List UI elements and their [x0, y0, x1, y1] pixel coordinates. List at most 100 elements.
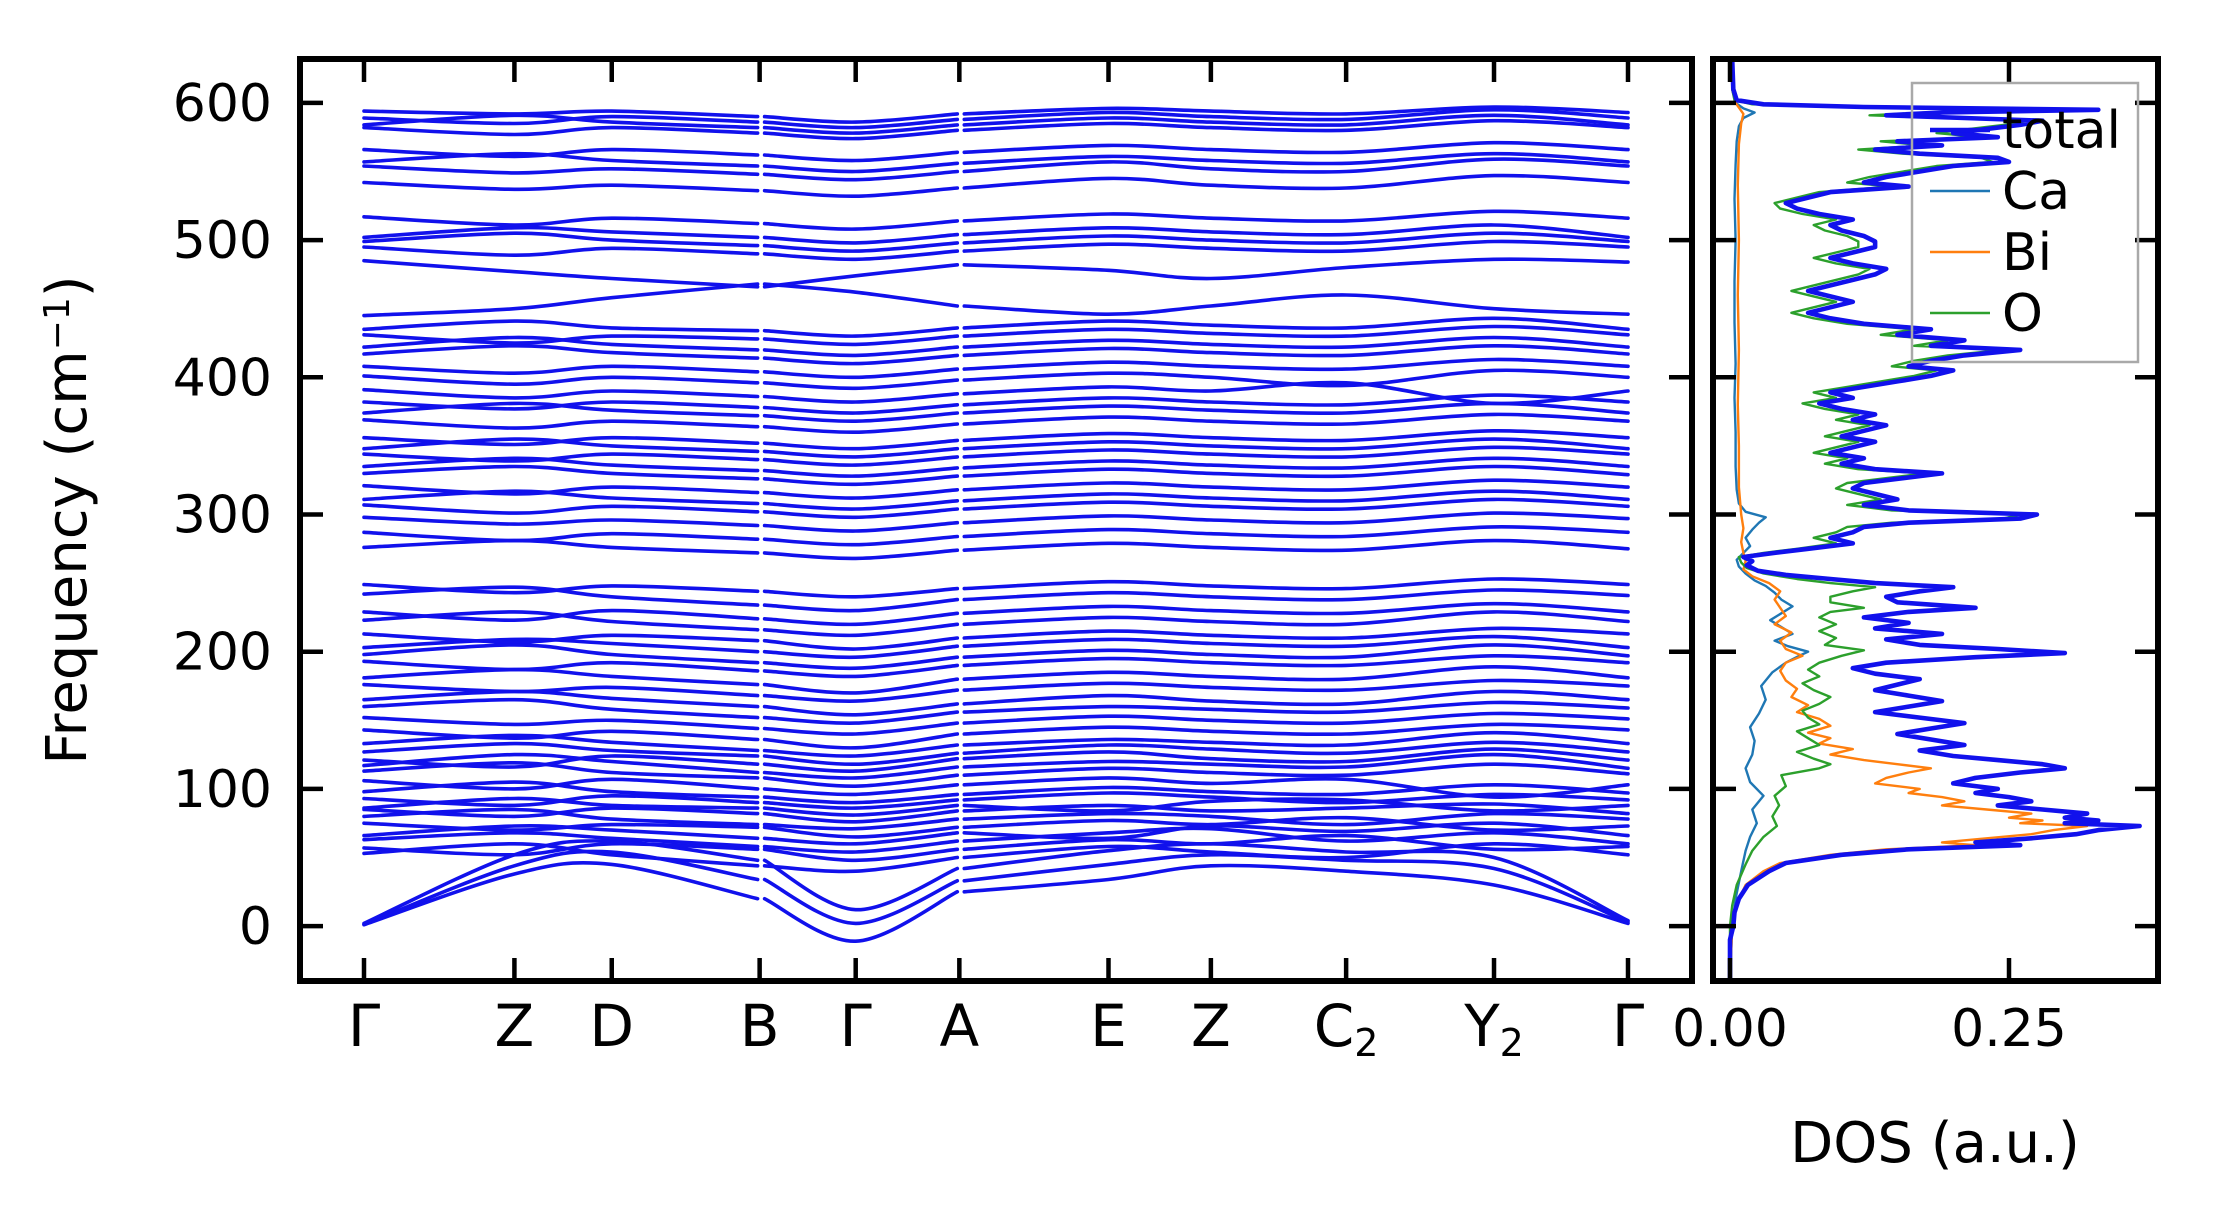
y-tick-label: 600: [173, 74, 272, 134]
phonon-band: [762, 839, 960, 854]
y-tick-label: 200: [173, 623, 272, 683]
phonon-band: [762, 150, 960, 163]
kpoint-label: Γ: [1612, 992, 1644, 1060]
phonon-band: [962, 368, 1630, 388]
phonon-band: [962, 393, 1630, 407]
phonon-band: [762, 710, 960, 725]
phonon-band: [962, 380, 1630, 406]
phonon-band: [762, 809, 960, 824]
phonon-band: [962, 343, 1630, 358]
phonon-band: [762, 403, 960, 415]
phonon-band: [362, 489, 760, 506]
phonon-band: [762, 855, 960, 874]
kpoint-label: Z: [1191, 992, 1231, 1060]
phonon-band: [762, 446, 960, 459]
phonon-band: [362, 728, 760, 742]
phonon-band: [962, 643, 1630, 660]
legend-label-O: O: [2002, 284, 2043, 344]
dos-x-tick-label: 0.25: [1951, 999, 2067, 1059]
phonon-band: [362, 741, 760, 758]
phonon-band: [762, 702, 960, 717]
phonon-band: [962, 293, 1630, 317]
phonon-band: [962, 802, 1630, 816]
phonon-band: [962, 209, 1630, 223]
phonon-band: [962, 428, 1630, 443]
phonon-band: [362, 374, 760, 387]
phonon-band: [762, 488, 960, 500]
phonon-band: [762, 123, 960, 135]
phonon-band: [762, 422, 960, 435]
phonon-band: [762, 817, 960, 831]
y-axis-title-main: Frequency (cm: [35, 350, 100, 764]
phonon-band: [962, 445, 1630, 459]
phonon-band: [362, 125, 760, 137]
kpoint-label: E: [1090, 992, 1127, 1060]
kpoint-label: B: [740, 992, 780, 1060]
phonon-band: [962, 747, 1630, 764]
phonon-band: [962, 157, 1630, 174]
phonon-band: [762, 263, 960, 289]
phonon-band: [362, 333, 760, 345]
phonon-band: [962, 634, 1630, 650]
band-panel-frame: [297, 56, 1695, 984]
phonon-band: [962, 257, 1630, 281]
phonon-band: [362, 849, 760, 927]
dos-panel-frame: [1710, 56, 2161, 984]
phonon-band: [362, 503, 760, 515]
phonon-band: [762, 721, 960, 736]
phonon-band: [362, 821, 760, 832]
phonon-band: [962, 357, 1630, 372]
phonon-band: [962, 113, 1630, 127]
phonon-band: [962, 610, 1630, 627]
phonon-band: [762, 636, 960, 651]
phonon-band: [362, 282, 760, 318]
phonon-band: [362, 258, 760, 289]
phonon-band: [762, 378, 960, 391]
phonon-band: [962, 664, 1630, 682]
phonon-band: [762, 597, 960, 613]
phonon-band: [762, 326, 960, 338]
dos-curve-Bi: [1728, 59, 2089, 981]
phonon-band: [762, 792, 960, 805]
phonon-band: [362, 215, 760, 227]
phonon-band: [362, 839, 760, 926]
legend-label-Ca: Ca: [2002, 162, 2070, 222]
phonon-band: [762, 644, 960, 660]
axis-ticks: [303, 62, 2155, 978]
phonon-band: [762, 798, 960, 810]
phonon-band: [762, 392, 960, 404]
phonon-band: [962, 689, 1630, 707]
phonon-band: [962, 223, 1630, 240]
phonon-band: [362, 456, 760, 473]
phonon-band: [962, 239, 1630, 254]
phonon-band: [762, 241, 960, 253]
y-tick-label: 400: [173, 348, 272, 408]
phonon-band: [762, 411, 960, 424]
phonon-band: [962, 497, 1630, 512]
phonon-band: [762, 249, 960, 262]
phonon-band: [362, 793, 760, 808]
y-axis-title-superscript: −1: [37, 297, 78, 350]
phonon-band: [762, 677, 960, 695]
kpoint-label: C2: [1314, 992, 1379, 1065]
phonon-band: [362, 632, 760, 644]
phonon-band: [362, 483, 760, 496]
phonon-band: [962, 833, 1630, 852]
phonon-band: [962, 863, 1630, 926]
y-tick-label: 0: [239, 897, 272, 957]
phonon-band: [362, 435, 760, 447]
phonon-band: [362, 400, 760, 411]
phonon-band: [962, 140, 1630, 155]
kpoint-label: A: [940, 992, 980, 1060]
phonon-band: [762, 232, 960, 245]
phonon-band: [962, 791, 1630, 805]
phonon-band: [362, 752, 760, 775]
phonon-band: [762, 466, 960, 478]
phonon-band: [762, 169, 960, 182]
phonon-band: [362, 643, 760, 665]
axes-frames: [297, 56, 2161, 984]
phonon-band: [962, 762, 1630, 778]
phonon-band: [962, 107, 1630, 122]
